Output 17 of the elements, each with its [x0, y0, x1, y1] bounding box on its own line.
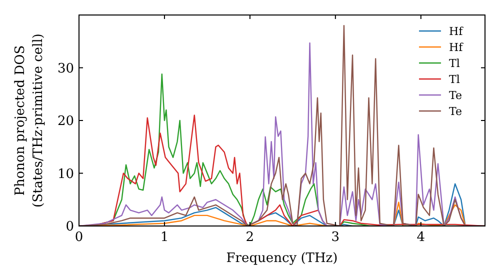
legend-label: Tl: [449, 73, 460, 86]
legend-label: Tl: [449, 57, 460, 70]
y-axis-title: Phonon projected DOS (States/THz·primitive cell): [13, 33, 46, 208]
x-tick-label: 1: [160, 230, 169, 245]
x-tick-label: 2: [246, 230, 254, 245]
legend-label: Te: [449, 105, 462, 118]
legend-label: Te: [449, 89, 462, 102]
legend-label: Hf: [449, 25, 464, 38]
y-tick-label: 10: [57, 166, 74, 182]
y-tick-label: 30: [57, 61, 74, 76]
x-axis-title: Frequency (THz): [226, 251, 338, 266]
y-tick-label: 0: [66, 220, 74, 234]
x-tick-label: 4: [416, 230, 426, 245]
x-tick-label: 3: [331, 230, 340, 245]
x-tick-label: 0: [74, 230, 84, 245]
y-tick-label: 20: [57, 114, 74, 129]
legend-label: Hf: [449, 41, 464, 54]
